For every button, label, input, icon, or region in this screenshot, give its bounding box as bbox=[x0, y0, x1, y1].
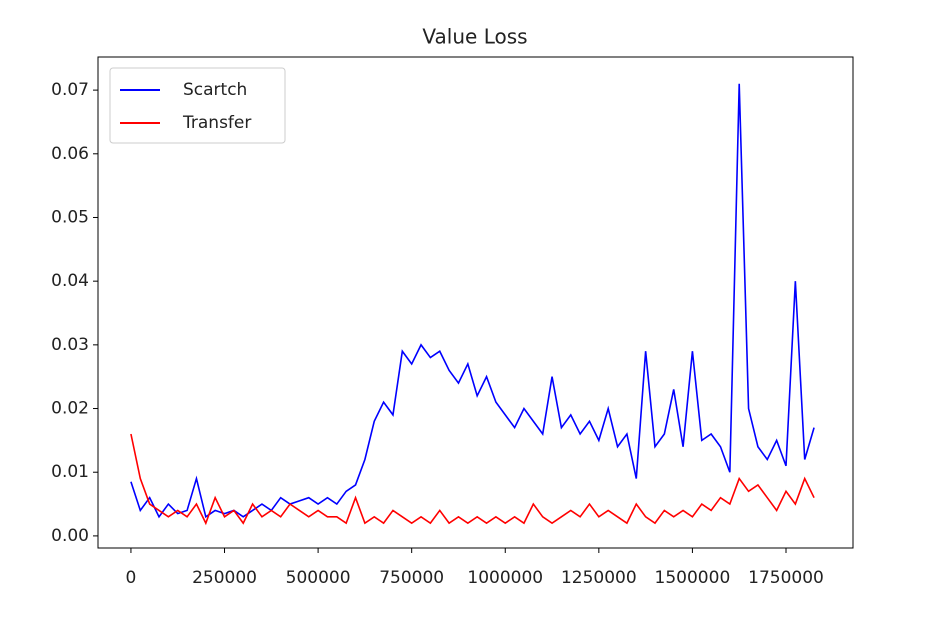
y-tick-label: 0.06 bbox=[51, 144, 89, 164]
x-tick-label: 1500000 bbox=[655, 568, 731, 588]
x-tick-label: 0 bbox=[126, 568, 137, 588]
series-line bbox=[130, 83, 815, 519]
series-line bbox=[130, 433, 815, 526]
y-tick-label: 0.03 bbox=[51, 335, 89, 355]
legend-label: Transfer bbox=[182, 113, 251, 133]
legend-box bbox=[109, 67, 286, 144]
y-tick-label: 0.07 bbox=[51, 80, 89, 100]
plot-frame bbox=[97, 56, 854, 549]
legend-label: Scartch bbox=[183, 80, 247, 100]
x-tick-label: 1750000 bbox=[748, 568, 824, 588]
y-tick-label: 0.02 bbox=[51, 399, 89, 419]
x-tick-label: 750000 bbox=[379, 568, 444, 588]
x-tick-label: 500000 bbox=[286, 568, 351, 588]
chart-title: Value Loss bbox=[422, 25, 527, 49]
x-tick-label: 1000000 bbox=[467, 568, 543, 588]
y-tick-label: 0.04 bbox=[51, 271, 89, 291]
x-tick-label: 250000 bbox=[192, 568, 257, 588]
x-tick-label: 1250000 bbox=[561, 568, 637, 588]
y-tick-label: 0.00 bbox=[51, 526, 89, 546]
y-tick-label: 0.05 bbox=[51, 207, 89, 227]
y-tick-label: 0.01 bbox=[51, 462, 89, 482]
